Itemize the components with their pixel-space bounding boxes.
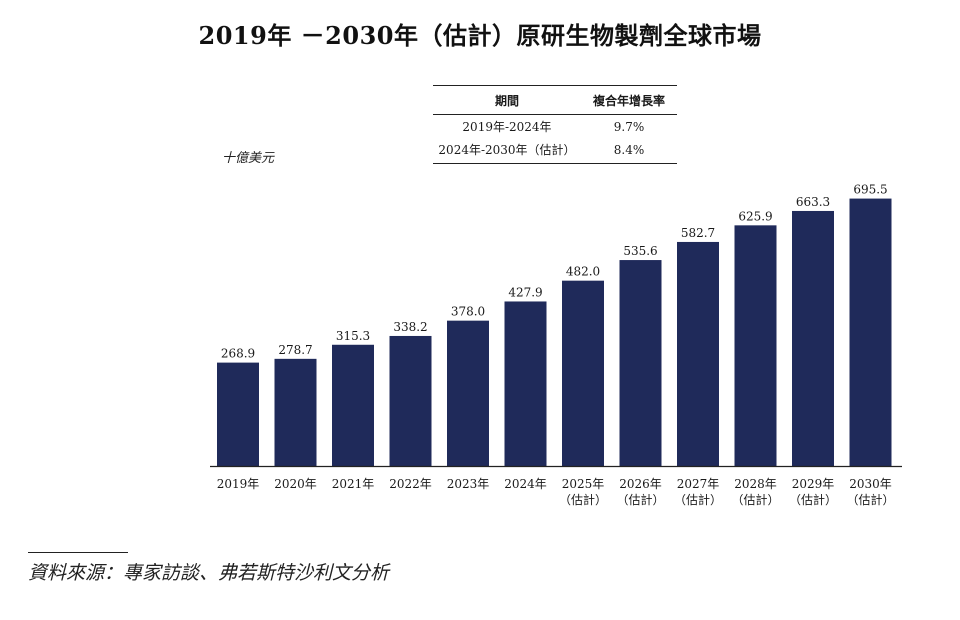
bar: [849, 198, 892, 466]
bar: [447, 320, 489, 466]
bar-chart: 268.9 2019年 278.7 2020年 315.3 2021年 338.2 2022年…: [210, 183, 902, 507]
x-tick-sublabel: （估計）: [789, 492, 837, 507]
bar-value-label: 268.9: [221, 347, 255, 361]
x-tick-label: 2019年: [217, 477, 260, 491]
x-tick-sublabel: （估計）: [559, 492, 607, 507]
bar: [217, 362, 259, 466]
bar-value-label: 695.5: [853, 183, 887, 197]
x-tick-sublabel: （估計）: [616, 492, 664, 507]
footnote-divider: [28, 552, 128, 553]
bar-value-label: 378.0: [451, 305, 485, 319]
bar-value-label: 427.9: [508, 285, 542, 299]
cagr-row-period: 2024年-2030年（估計）: [433, 138, 581, 164]
bar-value-label: 535.6: [623, 244, 657, 258]
x-tick-label: 2024年: [504, 477, 547, 491]
x-tick-label: 2025年: [562, 477, 605, 491]
bar: [389, 335, 432, 466]
bar: [677, 241, 719, 466]
bar: [619, 260, 662, 466]
unit-label: 十億美元: [222, 151, 275, 166]
x-tick-label: 2029年: [792, 477, 835, 491]
bar: [274, 358, 317, 466]
x-tick-label: 2022年: [389, 477, 432, 491]
bar: [734, 225, 777, 466]
x-tick-label: 2023年: [447, 477, 490, 491]
cagr-header-rate: 複合年增長率: [581, 85, 677, 115]
bar-value-label: 338.2: [393, 320, 427, 334]
bar: [792, 210, 834, 466]
bar-value-label: 482.0: [566, 265, 600, 279]
chart-title: 2019年 －2030年（估計）原研生物製劑全球市場: [198, 21, 762, 50]
bar: [562, 280, 604, 466]
x-tick-label: 2028年: [734, 477, 777, 491]
bar-value-label: 582.7: [681, 226, 715, 240]
x-tick-label: 2026年: [619, 477, 662, 491]
x-tick-label: 2027年: [677, 477, 720, 491]
x-tick-sublabel: （估計）: [731, 492, 779, 507]
cagr-row-rate: 8.4%: [581, 138, 677, 164]
x-tick-sublabel: （估計）: [674, 492, 722, 507]
cagr-row-period: 2019年-2024年: [462, 120, 552, 134]
bar: [332, 344, 374, 466]
cagr-table-row: 2019年-2024年 9.7%: [433, 115, 677, 139]
cagr-header-period: 期間: [433, 85, 581, 115]
bar-value-label: 315.3: [336, 329, 370, 343]
x-tick-label: 2020年: [274, 477, 317, 491]
cagr-table-header: 期間 複合年增長率: [433, 85, 677, 115]
cagr-row-rate: 9.7%: [613, 119, 645, 134]
source-note: 資料來源：專家訪談、弗若斯特沙利文分析: [28, 562, 390, 584]
cagr-table-row: 2024年-2030年（估計） 8.4%: [433, 138, 677, 164]
x-tick-label: 2030年: [849, 477, 892, 491]
cagr-table: 期間 複合年增長率 2019年-2024年 9.7% 2024年-2030年（估…: [433, 85, 677, 164]
bar-value-label: 278.7: [278, 343, 312, 357]
bar-value-label: 625.9: [738, 209, 772, 223]
bar: [504, 301, 547, 466]
x-tick-sublabel: （估計）: [846, 492, 894, 507]
bar-value-label: 663.3: [796, 195, 830, 209]
x-tick-label: 2021年: [332, 477, 375, 491]
